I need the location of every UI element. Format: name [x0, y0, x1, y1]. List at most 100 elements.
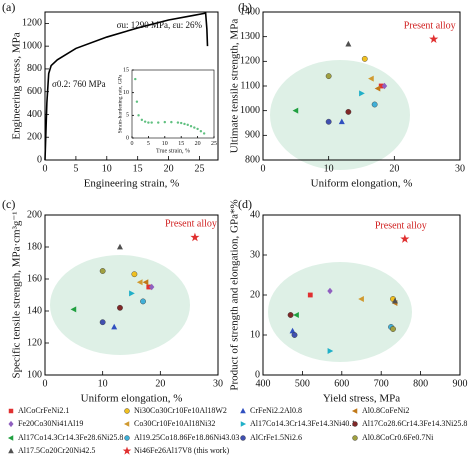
marker [352, 435, 358, 441]
marker [361, 55, 368, 62]
x-tick-label: 20 [389, 163, 399, 174]
y-tick-label: 10 [250, 329, 260, 340]
legend-label: Co30Cr10Fe10Al18Ni32 [134, 419, 215, 428]
y-tick-label: 15 [123, 67, 129, 73]
x-axis-label: Yield stress, MPa [323, 393, 400, 405]
marker [124, 408, 130, 414]
legend-label: Al19.25Co18.86Fe18.86Ni43.03 [134, 433, 239, 442]
marker [292, 107, 299, 114]
marker [289, 327, 296, 334]
y-axis-label: Strain-hardening rate, GPa [117, 74, 123, 133]
marker [293, 312, 299, 318]
marker [371, 101, 378, 108]
inset-point [193, 126, 196, 129]
annotation: Present alloy [375, 220, 427, 231]
x-tick-label: 900 [453, 378, 468, 389]
marker [99, 319, 106, 326]
inset-point [176, 121, 180, 124]
panel-label: (b) [238, 0, 252, 14]
marker [8, 408, 14, 414]
inset-point [186, 123, 189, 127]
x-tick-label: 500 [295, 378, 310, 389]
marker [291, 332, 298, 338]
x-tick-label: 10 [324, 163, 334, 174]
y-tick-label: 0 [126, 135, 129, 141]
y-tick-label: 200 [27, 132, 42, 143]
marker [351, 408, 358, 414]
y-axis-label: Ultimate tensile strength, MPa [229, 19, 241, 154]
plot-frame [131, 69, 215, 139]
marker [111, 323, 118, 330]
x-tick-label: 0 [261, 163, 266, 174]
marker [148, 283, 155, 291]
marker [146, 284, 152, 290]
x-axis-label: Uniform elongation, % [311, 178, 413, 190]
y-tick-label: 1000 [22, 40, 42, 51]
y-tick-label: 800 [27, 63, 42, 74]
y-tick-label: 1200 [22, 18, 42, 29]
inset-point [147, 121, 150, 124]
legend-label: Ni30Co30Cr10Fe10Al18W2 [134, 406, 227, 415]
annotation: σ0.2: 760 MPa [52, 79, 106, 89]
x-tick-label: 15 [133, 163, 143, 174]
marker [345, 40, 352, 47]
marker [136, 279, 143, 286]
x-tick-label: 10 [98, 378, 108, 389]
x-tick-label: 0 [43, 378, 48, 389]
inset-point [143, 120, 147, 123]
marker [390, 326, 396, 332]
x-tick-label: 0 [131, 141, 134, 147]
legend-label: CrFeNi2.2Al0.8 [250, 406, 302, 415]
marker [140, 298, 146, 305]
marker [7, 435, 14, 441]
marker [368, 75, 374, 82]
plot-frame [262, 214, 461, 376]
marker [378, 83, 384, 89]
inset-point [199, 130, 203, 133]
legend-label: Al17Co14.3Cr14.3Fe28.6Ni25.8 [18, 433, 123, 442]
marker [429, 34, 439, 44]
inset-point [196, 127, 199, 131]
legend-label: Al0.8CoCr0.6Fe0.7Ni [362, 433, 434, 442]
marker [374, 85, 381, 92]
inset-point [150, 121, 153, 124]
highlight-region [270, 60, 410, 170]
plot-frame [44, 214, 219, 376]
inset-point [137, 114, 140, 117]
inset-point [163, 120, 166, 124]
inset-point [140, 118, 144, 122]
marker [8, 447, 14, 454]
marker [99, 268, 106, 274]
y-tick-label: 0 [255, 369, 260, 380]
marker [358, 296, 364, 302]
panel-label: (c) [2, 197, 15, 211]
x-tick-label: 600 [334, 378, 349, 389]
inset-point [170, 120, 173, 124]
legend-label: Al17Co28.6Cr14.3Fe14.3Ni25.8 [362, 419, 467, 428]
x-axis-label: Engineering strain, % [84, 178, 180, 190]
marker [325, 118, 332, 125]
y-axis-label: Specific tensile strength, MPa·cm³g⁻¹ [11, 212, 23, 379]
annotation: Present alloy [165, 219, 217, 230]
marker [117, 304, 123, 311]
marker [240, 407, 246, 414]
annotation: Present alloy [404, 20, 456, 31]
marker [400, 234, 410, 243]
marker [131, 271, 138, 278]
y-tick-label: 40 [250, 209, 260, 220]
y-tick-label: 160 [27, 273, 42, 284]
legend-label: Ni46Fe26Al17V8 (this work) [134, 446, 229, 455]
annotation: σu: 1290 MPa, εu: 26% [117, 20, 203, 30]
inset-point [134, 77, 137, 81]
x-axis-label: Uniform elongation, % [81, 393, 183, 405]
legend-label: AlCoCrFeNi2.1 [18, 406, 69, 415]
marker [190, 232, 200, 242]
marker [142, 279, 149, 286]
marker [70, 306, 77, 313]
inset-point [202, 132, 206, 135]
marker [129, 290, 135, 297]
x-tick-label: 700 [374, 378, 389, 389]
inset-bg [132, 70, 214, 138]
marker [123, 421, 130, 427]
